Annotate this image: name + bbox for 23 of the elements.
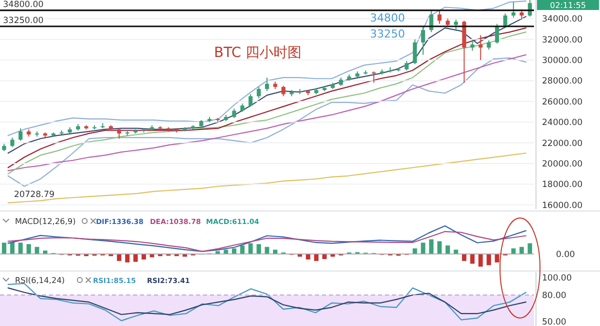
annotation: 20728.79 bbox=[14, 190, 55, 200]
text: RSI(6,14,24) bbox=[15, 276, 65, 285]
text: 02:11:55 bbox=[550, 1, 586, 10]
y-tick-label: 34000.00 bbox=[542, 14, 583, 25]
y-tick-label: 50.00 bbox=[542, 318, 566, 326]
annotation: 34800.00 bbox=[3, 0, 44, 10]
y-tick-label: 28000.00 bbox=[542, 76, 583, 87]
y-tick-label: 16000.00 bbox=[542, 200, 583, 211]
y-tick-label: 22000.00 bbox=[542, 138, 583, 149]
ref-line-label: 33250 bbox=[370, 27, 405, 40]
y-tick-label: 80.00 bbox=[542, 290, 566, 301]
y-tick-label: 20000.00 bbox=[542, 159, 583, 170]
text: BTC 四小时图 bbox=[214, 45, 302, 61]
text: 0.00 bbox=[556, 250, 575, 260]
y-tick-label: 26000.00 bbox=[542, 97, 583, 108]
y-tick-label: 30000.00 bbox=[542, 56, 583, 66]
y-tick-label: 100.00 bbox=[542, 273, 572, 284]
annotation: 33250.00 bbox=[3, 16, 44, 26]
y-tick-label: 32000.00 bbox=[542, 35, 583, 46]
y-tick-label: 18000.00 bbox=[542, 180, 583, 190]
y-tick-label: 24000.00 bbox=[542, 118, 583, 128]
chart-title: MACD(12,26,9) bbox=[15, 217, 76, 226]
ref-line-label: 34800 bbox=[370, 11, 405, 24]
